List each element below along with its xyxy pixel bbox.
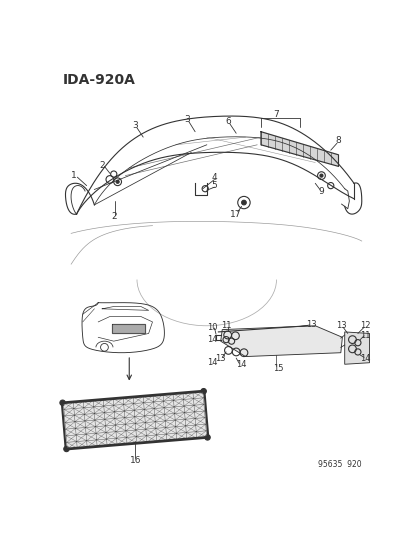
- Text: 13: 13: [335, 321, 346, 330]
- Polygon shape: [63, 391, 206, 449]
- Text: 2: 2: [111, 212, 116, 221]
- Text: 7: 7: [273, 109, 279, 118]
- Circle shape: [319, 174, 322, 177]
- Circle shape: [204, 435, 210, 440]
- Circle shape: [116, 180, 119, 183]
- Text: 3: 3: [184, 115, 190, 124]
- Text: 12: 12: [359, 321, 370, 330]
- Text: 10: 10: [206, 323, 217, 332]
- Text: 9: 9: [318, 187, 323, 196]
- Text: IDA-920A: IDA-920A: [62, 73, 135, 87]
- Text: 11: 11: [359, 330, 370, 340]
- Polygon shape: [344, 332, 369, 364]
- Text: 14: 14: [236, 360, 246, 369]
- Text: 1: 1: [70, 171, 76, 180]
- Polygon shape: [260, 132, 338, 166]
- Text: 6: 6: [225, 117, 231, 126]
- Polygon shape: [220, 326, 342, 357]
- Circle shape: [60, 400, 65, 406]
- Text: 13: 13: [305, 320, 316, 329]
- Text: 17: 17: [230, 209, 241, 219]
- Text: 14: 14: [206, 335, 217, 344]
- Circle shape: [64, 446, 69, 451]
- Circle shape: [200, 389, 206, 394]
- Polygon shape: [112, 324, 145, 334]
- Text: 11: 11: [221, 321, 231, 330]
- Text: 2: 2: [99, 161, 104, 170]
- Text: 5: 5: [211, 181, 217, 190]
- Circle shape: [241, 200, 246, 205]
- Text: 95635  920: 95635 920: [317, 460, 361, 469]
- Text: 14: 14: [359, 353, 370, 362]
- Text: 13: 13: [215, 353, 225, 362]
- Text: 3: 3: [132, 121, 138, 130]
- Text: 14: 14: [206, 358, 217, 367]
- Text: 16: 16: [129, 456, 141, 465]
- Text: 15: 15: [273, 365, 283, 374]
- Text: 4: 4: [211, 173, 217, 182]
- Text: 8: 8: [335, 136, 341, 146]
